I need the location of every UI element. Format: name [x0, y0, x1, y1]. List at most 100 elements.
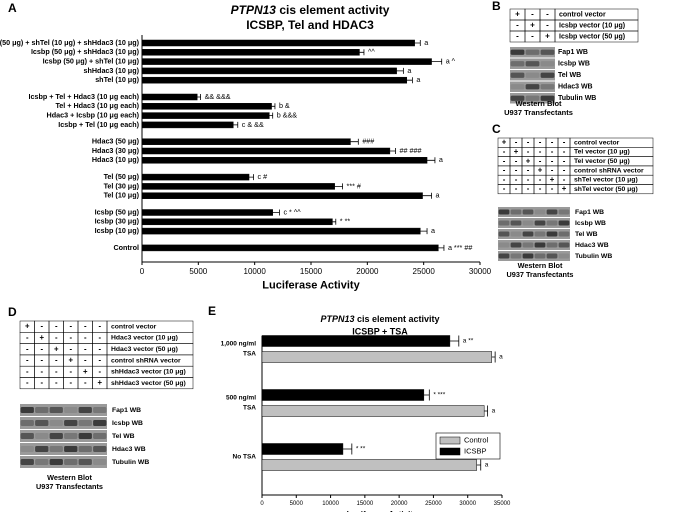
- blot-band: [546, 253, 558, 259]
- error-bar: [269, 112, 274, 119]
- blot-band: [540, 72, 555, 78]
- error-bar: [476, 459, 482, 471]
- bar: [261, 405, 485, 417]
- error-bar: [438, 244, 445, 251]
- blot-band: [540, 61, 555, 67]
- annotation: a: [431, 226, 435, 235]
- blot-band: [510, 72, 525, 78]
- condition-sign: -: [98, 367, 101, 376]
- panel-letter: A: [8, 1, 17, 15]
- error-bar: [484, 405, 488, 417]
- blot-band: [49, 459, 63, 465]
- condition-sign: -: [84, 378, 87, 387]
- chart-title: PTPN13 cis element activity: [231, 3, 390, 17]
- condition-label: control shRNA vector: [111, 357, 181, 364]
- blot-band: [498, 242, 510, 248]
- condition-sign: -: [531, 32, 534, 41]
- condition-sign: -: [563, 138, 566, 147]
- blot-band: [78, 433, 92, 439]
- blot-band: [49, 420, 63, 426]
- y-tick-label: Control: [113, 243, 139, 252]
- y-tick-label: Tel (50 μg): [104, 172, 140, 181]
- legend-label: ICSBP: [464, 446, 487, 455]
- x-tick-label: 5000: [290, 501, 304, 507]
- condition-sign: -: [527, 138, 530, 147]
- condition-sign: +: [25, 322, 30, 331]
- blot-band: [522, 231, 534, 237]
- blot-band: [498, 253, 510, 259]
- y-tick-label: Icsbp (30 μg): [95, 217, 140, 226]
- blot-label: Fap1 WB: [558, 49, 588, 56]
- error-bar: [420, 228, 428, 235]
- x-tick-label: 10000: [322, 501, 339, 507]
- condition-sign: -: [55, 367, 58, 376]
- blot-band: [558, 253, 570, 259]
- condition-sign: +: [538, 166, 543, 175]
- bar: [141, 103, 272, 110]
- x-tick-label: 20000: [356, 267, 379, 276]
- blot-band: [510, 209, 522, 215]
- condition-sign: -: [516, 21, 519, 30]
- condition-sign: +: [545, 32, 550, 41]
- error-bar: [342, 443, 353, 455]
- x-tick-label: 10000: [244, 267, 267, 276]
- legend-label: Control: [464, 435, 489, 444]
- annotation: b &: [279, 101, 290, 110]
- blot-band: [35, 420, 49, 426]
- y-tick-label: shHdac3 (10 μg): [83, 66, 139, 75]
- bar: [261, 389, 425, 401]
- y-tick-label: TSA: [243, 351, 256, 358]
- blot-label: Icsbp WB: [112, 420, 143, 427]
- bar: [141, 157, 428, 164]
- condition-sign: -: [515, 156, 518, 165]
- blot-band: [20, 407, 34, 413]
- condition-sign: +: [68, 356, 73, 365]
- annotation: a: [407, 66, 411, 75]
- condition-label: Icsbp vector (10 μg): [559, 22, 625, 29]
- condition-sign: -: [546, 10, 549, 19]
- blot-caption: U937 Transfectants: [36, 482, 103, 491]
- x-tick-label: 30000: [459, 501, 476, 507]
- table-cell: [106, 377, 194, 390]
- annotation: a: [485, 462, 489, 469]
- annotation: * **: [340, 217, 351, 226]
- blot-band: [510, 231, 522, 237]
- condition-sign: -: [551, 166, 554, 175]
- blot-band: [525, 72, 540, 78]
- bar: [141, 218, 333, 226]
- annotation: a **: [463, 338, 474, 345]
- title-italic: PTPN13: [320, 314, 354, 324]
- blot-band: [534, 231, 546, 237]
- condition-sign: -: [527, 166, 530, 175]
- blot-caption: Western Blot: [518, 261, 563, 270]
- bar: [141, 209, 273, 216]
- blot-band: [35, 459, 49, 465]
- title-italic: PTPN13: [231, 3, 277, 17]
- blot-band: [93, 459, 107, 465]
- condition-sign: -: [563, 175, 566, 184]
- blot-label: Fap1 WB: [575, 209, 604, 216]
- annotation: * **: [356, 446, 366, 453]
- panel-letter: C: [492, 122, 501, 136]
- condition-label: Tel vector (10 μg): [574, 149, 630, 156]
- y-tick-label: Icsbp (50 μg): [95, 207, 140, 216]
- annotation: a: [424, 38, 428, 47]
- condition-sign: -: [539, 156, 542, 165]
- blot-label: Tel WB: [575, 231, 598, 238]
- blot-band: [525, 95, 540, 101]
- blot-band: [534, 253, 546, 259]
- bar: [141, 244, 439, 252]
- condition-sign: +: [515, 10, 520, 19]
- blot-band: [78, 459, 92, 465]
- y-tick-label: Icsbp (50 μg) + shTel (10 μg): [43, 57, 140, 66]
- condition-sign: +: [530, 21, 535, 30]
- condition-sign: -: [69, 322, 72, 331]
- y-tick-label: Hdac3 (30 μg): [92, 146, 140, 155]
- blot-band: [93, 446, 107, 452]
- y-tick-label: Icsbp (50 μg) + shTel (10 μg) + shHdac3 …: [0, 38, 140, 47]
- annotation: a: [499, 354, 503, 361]
- blot-band: [93, 420, 107, 426]
- chart-title: ICSBP, Tel and HDAC3: [246, 18, 374, 32]
- condition-label: shTel vector (50 μg): [574, 186, 638, 193]
- annotation: *** #: [347, 181, 361, 190]
